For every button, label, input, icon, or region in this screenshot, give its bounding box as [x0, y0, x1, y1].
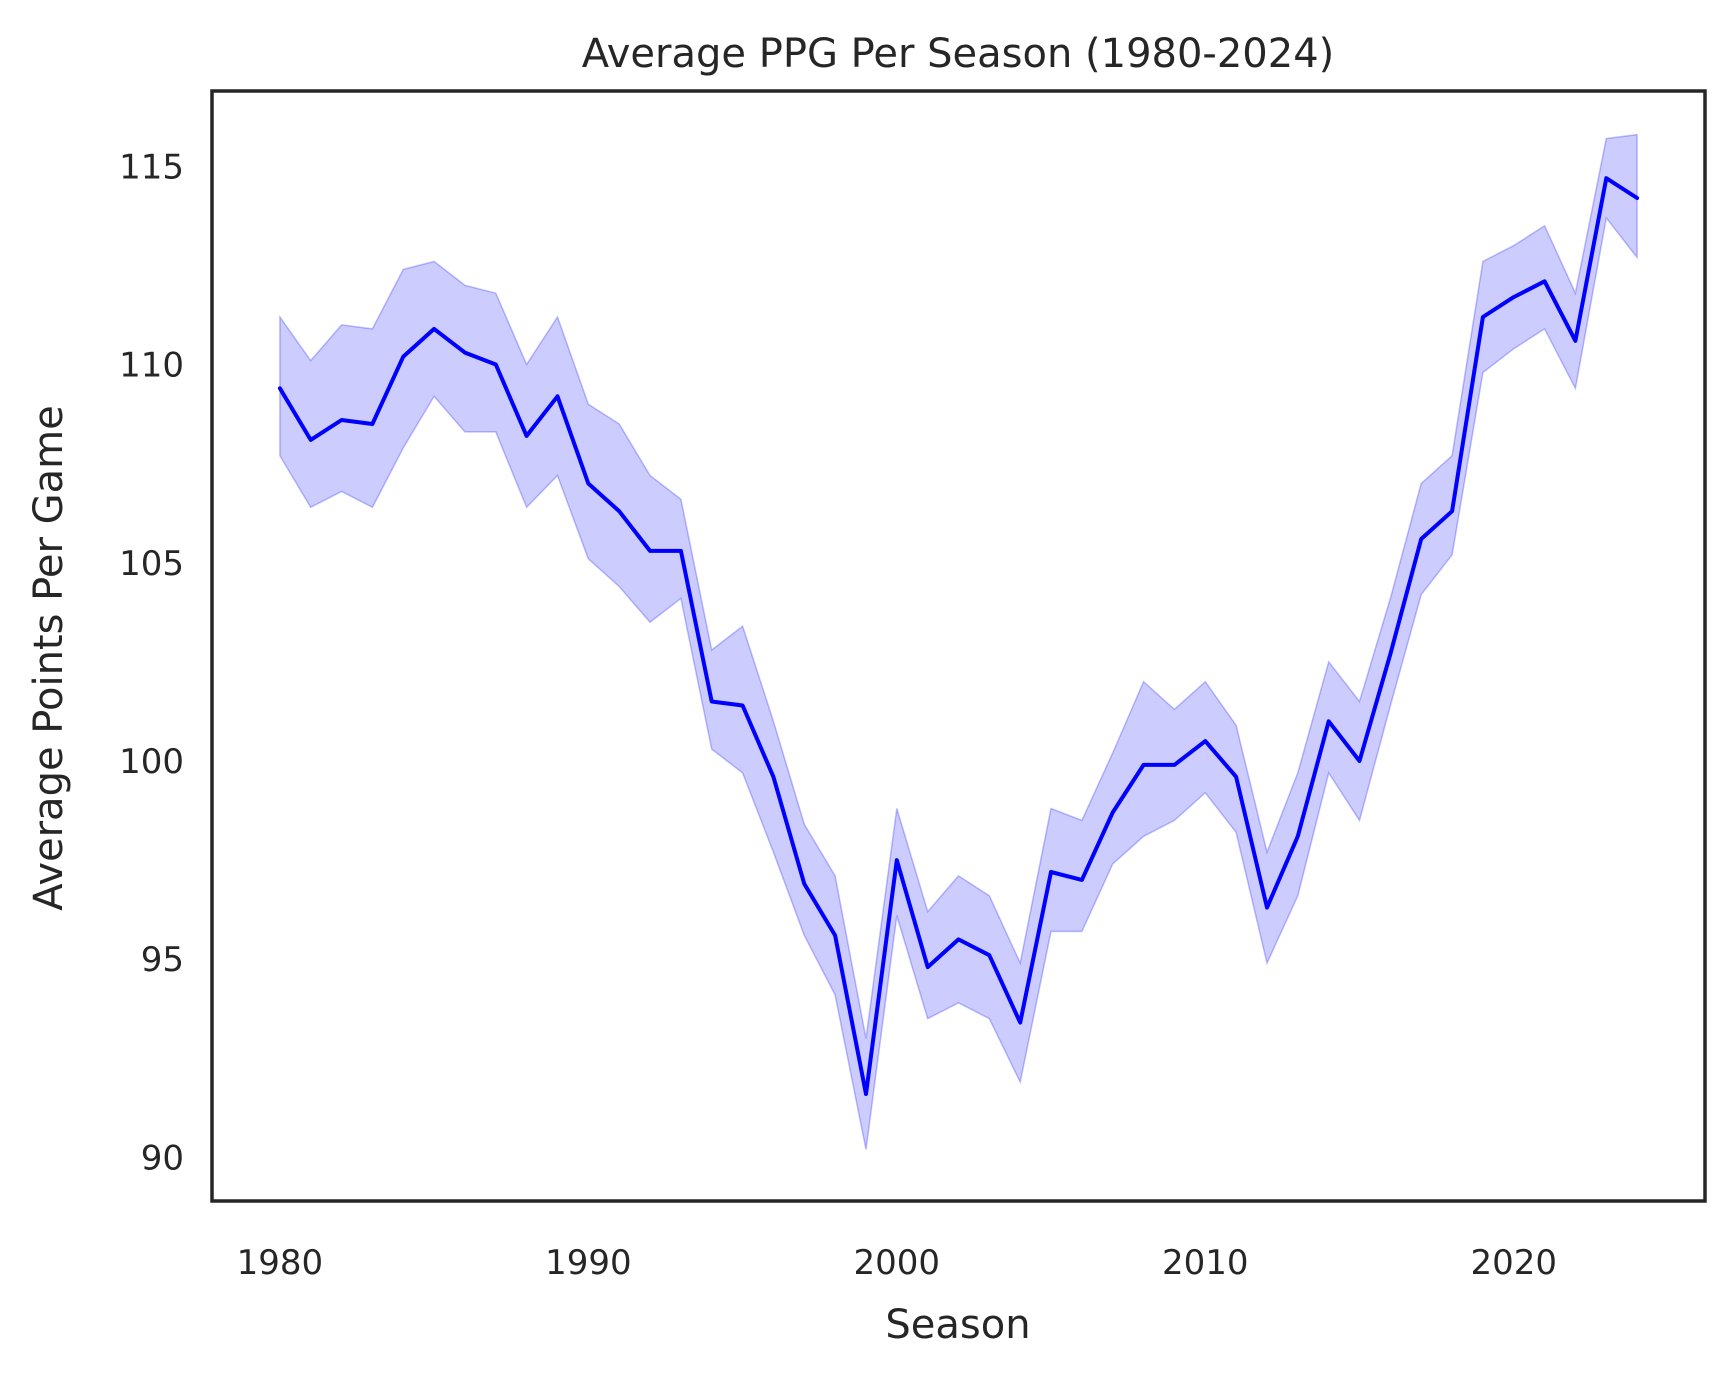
- series-line-0: [277, 176, 1640, 1096]
- y-tick-label-115: 115: [119, 147, 184, 187]
- plot-area: [277, 133, 1640, 1150]
- x-tick-label-2020: 2020: [1470, 1243, 1557, 1283]
- y-tick-label-105: 105: [119, 544, 184, 584]
- y-axis-title: Average Points Per Game: [26, 405, 72, 910]
- x-tick-label-2000: 2000: [854, 1243, 941, 1283]
- x-tick-label-1990: 1990: [545, 1243, 632, 1283]
- plot-frame: [210, 89, 1707, 1203]
- confidence-band-0: [279, 133, 1638, 1150]
- y-axis-ticks: 90 95 100 105 110 115: [119, 147, 184, 1178]
- y-tick-label-95: 95: [141, 940, 184, 980]
- y-tick-label-100: 100: [119, 742, 184, 782]
- x-axis-title: Season: [885, 1302, 1030, 1348]
- y-tick-label-110: 110: [119, 346, 184, 386]
- chart-title: Average PPG Per Season (1980-2024): [582, 31, 1335, 77]
- x-tick-label-1980: 1980: [237, 1243, 324, 1283]
- x-axis-ticks: 1980 1990 2000 2010 2020: [237, 1243, 1557, 1283]
- y-tick-label-90: 90: [141, 1138, 184, 1178]
- x-tick-label-2010: 2010: [1162, 1243, 1249, 1283]
